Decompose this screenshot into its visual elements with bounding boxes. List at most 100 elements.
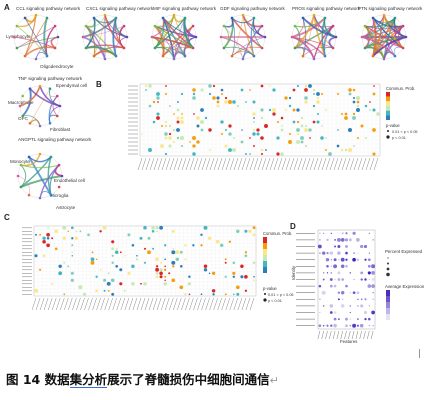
panel-c-dot (143, 247, 147, 250)
panel-b-dot (296, 84, 300, 88)
panel-b-dot (180, 144, 184, 148)
panel-b-dot (268, 108, 272, 112)
panel-b-dot (344, 148, 348, 152)
panel-c-dot (47, 226, 49, 229)
panel-c-xlabel (148, 297, 154, 311)
panel-b-dot (209, 149, 211, 151)
net-pros-node (331, 24, 335, 28)
panel-c-dot (200, 244, 203, 247)
panel-d-dot (322, 305, 325, 307)
net-ptn-node (371, 16, 375, 20)
panel-b-dot (352, 112, 356, 116)
legend-b-colorbar-seg (386, 110, 390, 116)
panel-b-dot (172, 128, 176, 132)
panel-b-dot (304, 144, 308, 148)
panel-d-dot (352, 323, 357, 328)
panel-d-dot (321, 290, 326, 295)
panel-c-dot (212, 293, 215, 296)
panel-c-xlabel (64, 297, 69, 311)
panel-b-dot (372, 108, 376, 112)
panel-c-dot (46, 232, 50, 237)
return-mark-icon: ↵ (269, 374, 279, 387)
panel-b-dot (292, 88, 296, 92)
panel-d-dot (356, 324, 359, 327)
net-cxcl-node (103, 13, 107, 17)
panel-d-collabel (329, 330, 332, 340)
panel-b-xlabel (261, 157, 267, 171)
node-label-ependymal: Ependymal cell (56, 83, 88, 88)
edit-cursor-icon: | (418, 349, 422, 359)
panel-b-dot (313, 105, 315, 107)
panel-d-dot (322, 251, 326, 255)
panel-label-a: A (4, 3, 10, 12)
net-gdf-node (241, 57, 245, 61)
panel-b-xlabel (245, 157, 251, 171)
panel-b-xlabel (337, 157, 343, 171)
net-ptn-edge (364, 25, 404, 49)
net-ccl-node (34, 57, 38, 61)
net-mif-edge (154, 25, 194, 49)
panel-b-xlabel (225, 157, 231, 171)
legend-b-colorbar-seg (386, 96, 390, 102)
panel-c-dot (114, 250, 119, 255)
net-gdf-node (252, 16, 256, 20)
panel-b-xlabel (157, 157, 163, 171)
panel-c-dot (159, 268, 163, 272)
panel-b-xlabel (285, 157, 291, 171)
net-angptl-edge (28, 156, 52, 196)
net-pros-node (312, 13, 316, 17)
panel-d-dot (326, 238, 329, 242)
net-ptn-edge (372, 36, 407, 57)
net-angptl-node (57, 163, 61, 167)
panel-d-dot (333, 323, 337, 328)
panel-b-dot (252, 132, 256, 136)
panel-c-dot (159, 271, 163, 276)
net-gdf-edge (242, 14, 255, 22)
panel-b-dot (228, 124, 232, 128)
net-gdf-node (252, 54, 256, 58)
panel-c-dot (175, 257, 180, 262)
net-cxcl-edge (85, 17, 96, 28)
legend-d-gradient-seg (386, 308, 390, 314)
panel-c-dot (70, 226, 74, 230)
panel-b-dot (372, 152, 376, 156)
panel-c-xlabel (165, 297, 170, 311)
net-ptn-node (382, 57, 386, 61)
panel-b-xlabel (353, 157, 359, 171)
panel-b-dot (336, 92, 340, 96)
panel-c-dot (244, 251, 248, 254)
panel-c-dot (155, 265, 159, 268)
panel-c-dot (253, 279, 255, 282)
panel-b-xlabel (349, 157, 355, 171)
panel-b-dot (220, 92, 224, 96)
panel-b-xlabel (237, 157, 243, 171)
panel-d-dot (345, 245, 348, 248)
panel-c-dot (71, 244, 74, 247)
net-gdf-edge (223, 46, 255, 57)
net-mif-edge (154, 46, 175, 60)
legend-c-colorbar-seg (263, 249, 267, 255)
panel-c-xlabel (201, 297, 206, 311)
panel-b-dot (264, 124, 268, 128)
panel-d-dot (330, 324, 333, 327)
panel-c-xlabel (156, 297, 162, 311)
panel-c-dot (244, 289, 248, 292)
panel-d-dot (371, 271, 375, 275)
panel-c-dot (188, 275, 191, 279)
legend-b-colorbar-seg (386, 92, 390, 97)
panel-d-dot (371, 264, 376, 269)
panel-c-dot (203, 264, 208, 269)
panel-c-dot (147, 236, 151, 240)
panel-b-dot (304, 96, 308, 100)
net-pros-edge (294, 46, 305, 57)
net-mif-node (150, 35, 154, 39)
panel-c-dot (253, 275, 255, 278)
panel-b-dot (192, 144, 196, 148)
panel-c-dot (111, 240, 115, 244)
panel-b-dot (356, 100, 360, 104)
panel-b-dot (196, 140, 200, 144)
net-angptl-node (19, 185, 23, 189)
panel-d-collabel (363, 330, 366, 340)
panel-d-dot (340, 304, 345, 308)
panel-b-dot (216, 104, 220, 108)
